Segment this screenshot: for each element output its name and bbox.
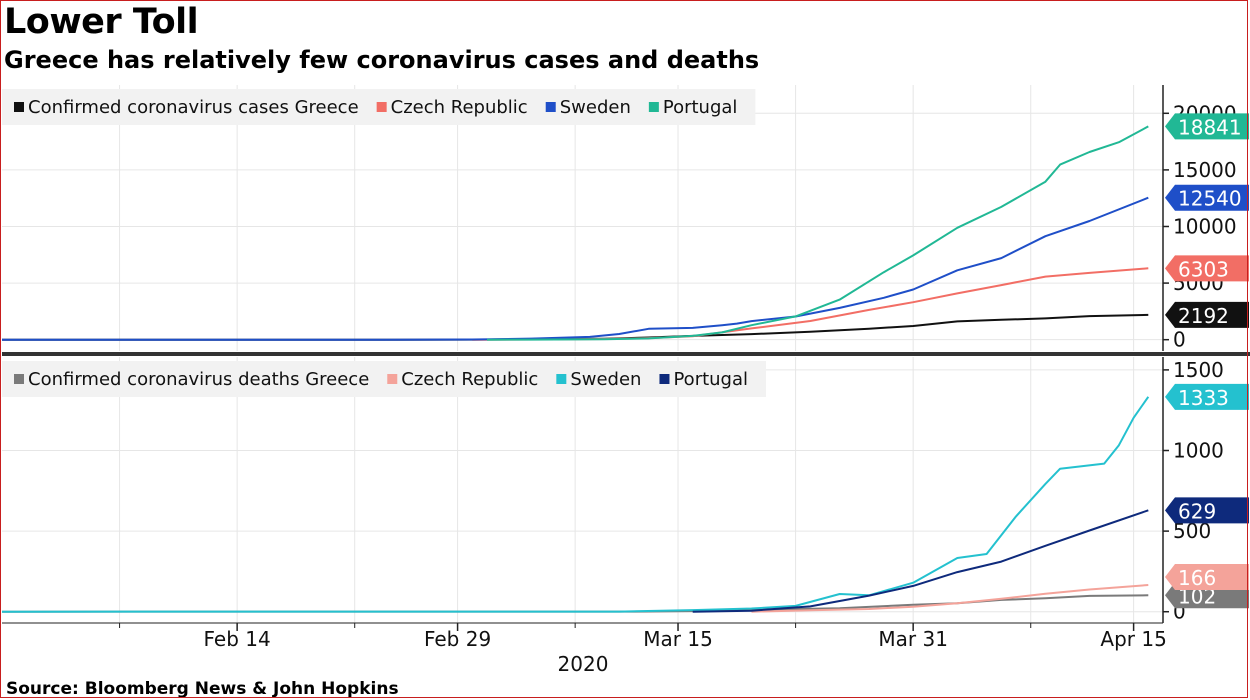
y-tick-label: 1500 xyxy=(1173,358,1224,382)
value-tag-sweden: 12540 xyxy=(1165,184,1249,211)
value-tag-czech-republic: 166 xyxy=(1165,563,1249,590)
source-note: Source: Bloomberg News & John Hopkins xyxy=(6,679,399,699)
legend-swatch-confirmed-coronavirus-deaths-greece xyxy=(14,374,24,384)
panel-1: 05000100001500020000219263031254018841Co… xyxy=(2,85,1249,352)
legend-label-sweden: Sweden xyxy=(570,369,641,390)
series-line-czech-republic xyxy=(472,267,1149,341)
value-tag-sweden: 1333 xyxy=(1165,383,1249,410)
legend-label-confirmed-coronavirus-deaths-greece: Confirmed coronavirus deaths Greece xyxy=(28,369,369,390)
value-tag-shape xyxy=(1165,383,1249,410)
legend-1: Confirmed coronavirus cases Greece Czech … xyxy=(2,89,756,125)
legend-label-portugal: Portugal xyxy=(663,97,738,118)
value-tag-shape xyxy=(1165,497,1249,524)
y-tick-label: 10000 xyxy=(1173,214,1237,238)
value-tag-portugal: 629 xyxy=(1165,497,1249,524)
legend-label-confirmed-coronavirus-cases-greece: Confirmed coronavirus cases Greece xyxy=(28,97,359,118)
y-tick-label: 0 xyxy=(1173,328,1186,352)
chart-title: Lower Toll xyxy=(4,2,199,42)
y-tick-label: 15000 xyxy=(1173,158,1237,182)
value-tag-czech-republic: 6303 xyxy=(1165,255,1249,282)
y-tick-label: 1000 xyxy=(1173,439,1224,463)
x-tick-label: Mar 15 xyxy=(643,627,713,651)
legend-swatch-czech-republic xyxy=(387,374,398,384)
legend-label-portugal: Portugal xyxy=(673,369,748,390)
legend-swatch-czech-republic xyxy=(376,102,387,112)
value-tag-shape xyxy=(1165,255,1249,282)
legend-swatch-sweden xyxy=(556,374,567,384)
legend-swatch-confirmed-coronavirus-cases-greece xyxy=(14,102,24,112)
value-tag-label: 629 xyxy=(1178,499,1216,523)
x-tick-label: Apr 15 xyxy=(1100,627,1166,651)
value-tag-label: 18841 xyxy=(1178,115,1242,139)
value-tag-shape xyxy=(1165,113,1249,140)
legend-background xyxy=(2,361,767,397)
value-tag-label: 12540 xyxy=(1178,187,1242,211)
value-tag-shape xyxy=(1165,301,1249,328)
legend-label-czech-republic: Czech Republic xyxy=(401,369,538,390)
legend-swatch-portugal xyxy=(659,374,670,384)
value-tag-shape xyxy=(1165,184,1249,211)
legend-swatch-portugal xyxy=(648,102,659,112)
series-line-portugal xyxy=(692,509,1149,613)
value-tag-portugal: 18841 xyxy=(1165,113,1249,140)
legend-label-czech-republic: Czech Republic xyxy=(391,97,528,118)
series-line-sweden xyxy=(2,196,1149,341)
value-tag-shape xyxy=(1165,563,1249,590)
value-tag-confirmed-coronavirus-cases-greece: 2192 xyxy=(1165,301,1249,328)
value-tag-label: 2192 xyxy=(1178,304,1229,328)
x-tick-label: Feb 14 xyxy=(204,627,271,651)
x-tick-label: Feb 29 xyxy=(424,627,491,651)
series-line-portugal xyxy=(486,125,1149,341)
x-tick-label: Mar 31 xyxy=(878,627,948,651)
legend-2: Confirmed coronavirus deaths Greece Czech… xyxy=(2,361,767,397)
legend-label-sweden: Sweden xyxy=(560,97,631,118)
series-line-czech-republic xyxy=(751,584,1149,613)
x-year-label: 2020 xyxy=(558,652,609,676)
value-tag-label: 1333 xyxy=(1178,386,1229,410)
series-line-sweden xyxy=(1,396,1150,613)
legend-swatch-sweden xyxy=(545,102,556,112)
chart-subtitle: Greece has relatively few coronavirus ca… xyxy=(4,46,760,74)
value-tag-label: 166 xyxy=(1178,566,1216,590)
value-tag-label: 6303 xyxy=(1178,257,1229,281)
panel-separator xyxy=(2,352,1250,356)
